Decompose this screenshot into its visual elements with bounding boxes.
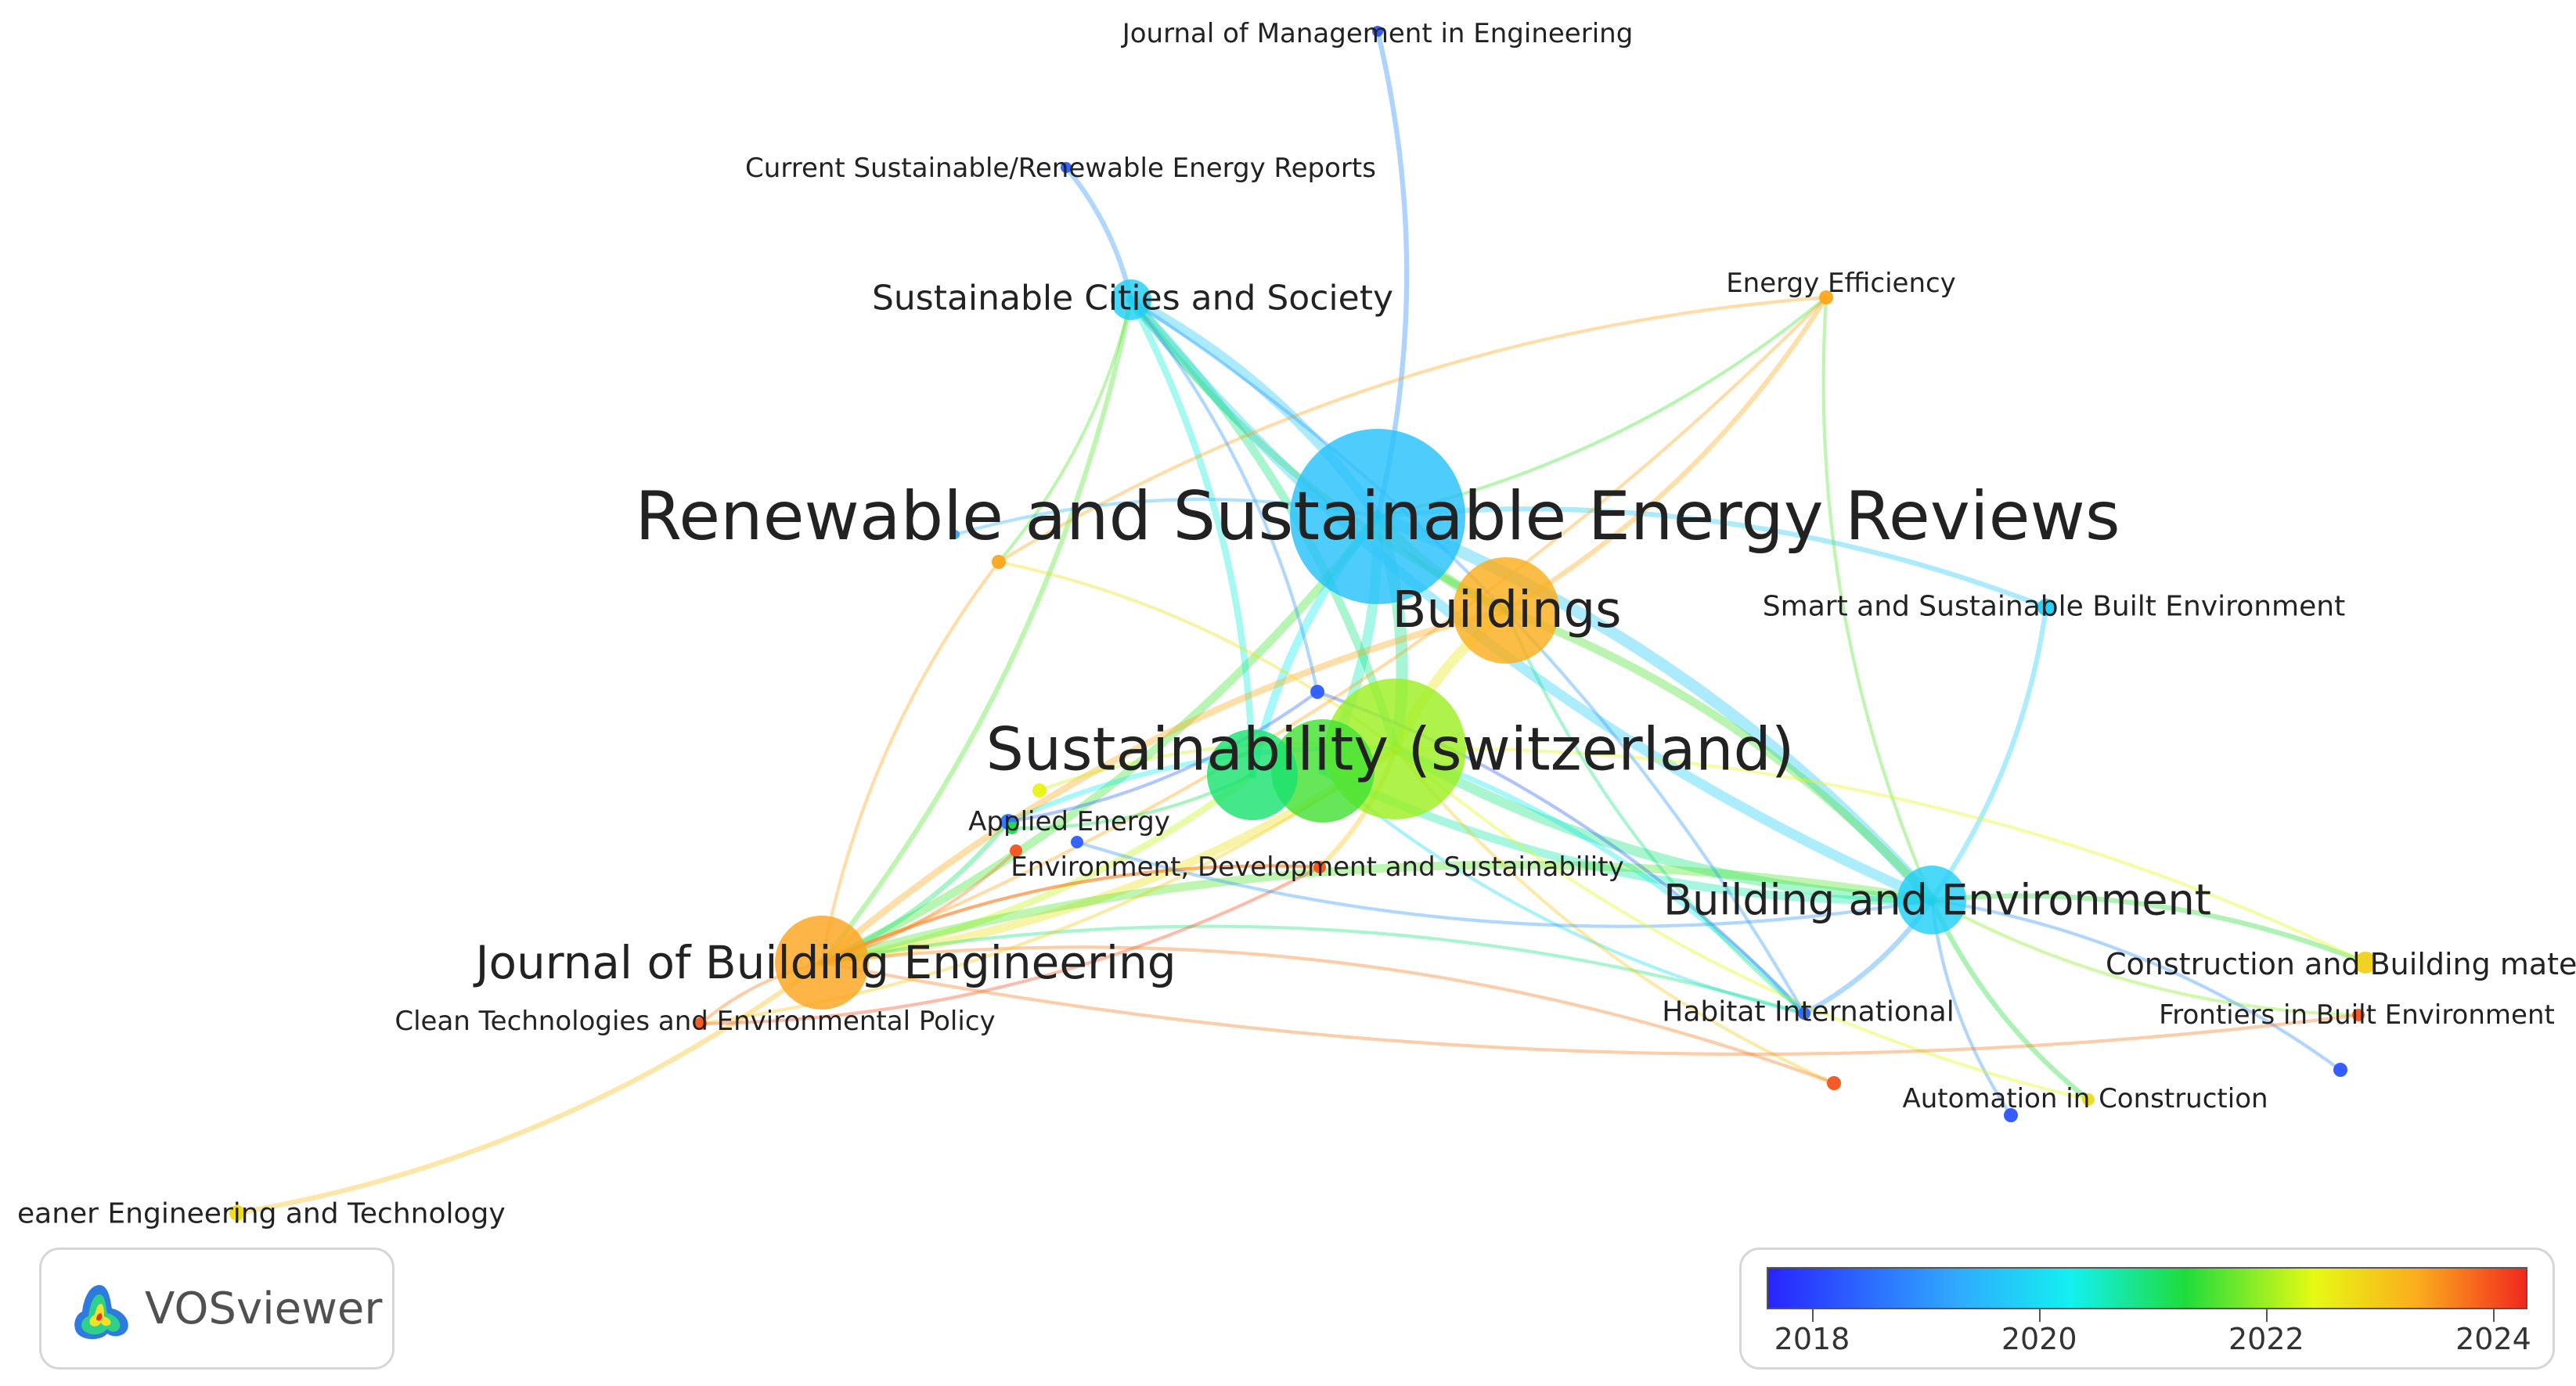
node-n_purple_right[interactable]: [2333, 1063, 2347, 1077]
legend-tick: [1812, 1308, 1814, 1322]
link-buildings-bae: [1501, 606, 1937, 905]
node-label-jme: Journal of Management in Engineering: [1121, 18, 1634, 49]
link-sust-scs: [1126, 295, 1400, 754]
node-n_blue_faint[interactable]: [950, 530, 960, 539]
year-color-legend: 2018 2020 2022 2024: [1739, 1247, 2555, 1370]
network-labels: Renewable and Sustainable Energy Reviews…: [17, 18, 2576, 1230]
link-sust3-jbe: [818, 771, 1256, 967]
node-aic[interactable]: [2082, 1093, 2095, 1106]
node-cet[interactable]: [229, 1205, 245, 1221]
link-sust-bae: [1390, 743, 1937, 905]
node-label-ctep: Clean Technologies and Environmental Pol…: [395, 1006, 995, 1037]
link-hi-sust2: [1320, 769, 1807, 1016]
node-hi[interactable]: [1798, 1007, 1810, 1020]
link-bae-fbe: [1929, 898, 2361, 1017]
node-label-bae: Building and Environment: [1663, 876, 2211, 925]
link-bae-ssbe: [1929, 604, 2049, 903]
link-n_purple_mid-ae: [1006, 689, 1320, 824]
link-buildings-ee: [1503, 294, 1829, 614]
link-ee-jbe: [820, 295, 1828, 965]
network-nodes: [229, 26, 2376, 1221]
legend-tick-label: 2018: [1774, 1322, 1850, 1356]
node-label-hi: Habitat International: [1662, 996, 1954, 1028]
node-label-fbe: Frontiers in Built Environment: [2159, 999, 2555, 1031]
link-aic-sust: [1393, 747, 2091, 1102]
link-jbe-eds: [820, 864, 1322, 965]
link-bae-ee: [1821, 295, 1934, 902]
link-n_orange-jbe: [820, 560, 1001, 965]
node-label-ae: Applied Energy: [968, 806, 1170, 837]
node-label-ee: Energy Efficiency: [1726, 268, 1956, 299]
node-label-csree: Current Sustainable/Renewable Energy Rep…: [745, 153, 1376, 184]
node-n_red_left[interactable]: [1010, 844, 1022, 857]
node-bae[interactable]: [1897, 866, 1966, 934]
node-label-cbm: Construction and Building materi: [2106, 947, 2576, 981]
node-ctep[interactable]: [694, 1017, 707, 1030]
node-csree[interactable]: [1061, 162, 1072, 173]
legend-tick-label: 2020: [2001, 1322, 2077, 1356]
node-label-rser: Renewable and Sustainable Energy Reviews: [635, 477, 2120, 556]
node-label-buildings: Buildings: [1392, 581, 1622, 639]
node-label-eds: Environment, Development and Sustainabil…: [1011, 851, 1623, 883]
link-rser-ssbe: [1374, 506, 2049, 610]
legend-tick: [2493, 1308, 2495, 1322]
node-eds[interactable]: [1313, 861, 1326, 873]
node-jbe[interactable]: [775, 916, 869, 1010]
node-label-sust: Sustainability (switzerland): [986, 715, 1795, 784]
link-n_red_low-jbe: [820, 945, 1836, 1085]
node-ssbe[interactable]: [2037, 599, 2055, 616]
link-bae-cbm: [1929, 893, 2369, 966]
node-n_orange[interactable]: [992, 555, 1006, 569]
node-n_purple_mid[interactable]: [1310, 685, 1324, 699]
node-n_red_low[interactable]: [1827, 1076, 1841, 1090]
link-eds-jbe: [820, 864, 1322, 965]
vosviewer-badge: VOSviewer: [39, 1247, 395, 1370]
link-rser-bae: [1371, 510, 1938, 906]
link-n_red_low-sust: [1393, 747, 1836, 1085]
link-jbe-bae: [817, 860, 1937, 967]
link-ee-n_orange: [996, 295, 1828, 564]
link-jbe-cet: [234, 959, 825, 1216]
legend-tick: [2039, 1308, 2041, 1322]
link-eds-ctep: [698, 865, 1322, 1026]
legend-tick-label: 2024: [2455, 1322, 2531, 1356]
link-bae-n_purple_right: [1929, 898, 2343, 1072]
link-hi-jbe: [820, 924, 1807, 1016]
color-scale-bar: [1767, 1267, 2527, 1309]
node-n_yellow_small[interactable]: [1032, 783, 1047, 797]
node-n_green_small[interactable]: [1006, 822, 1018, 834]
link-buildings-jbe: [818, 607, 1510, 967]
link-fbe-jbe: [820, 960, 2361, 1057]
node-sust3[interactable]: [1207, 729, 1298, 820]
node-sust2[interactable]: [1271, 719, 1374, 823]
node-scs[interactable]: [1111, 279, 1151, 320]
link-jbe-scs: [819, 297, 1134, 966]
node-buildings[interactable]: [1453, 557, 1559, 664]
node-label-cet: eaner Engineering and Technology: [17, 1198, 506, 1230]
node-n_purple_aic[interactable]: [2004, 1108, 2018, 1122]
link-scs-n_orange: [996, 297, 1133, 564]
node-label-jbe: Journal of Building Engineering: [473, 936, 1176, 989]
node-rser[interactable]: [1290, 429, 1465, 604]
link-n_purple_left-bae: [1075, 840, 1934, 928]
node-jme[interactable]: [1372, 26, 1383, 37]
node-label-aic: Automation in Construction: [1902, 1083, 2268, 1114]
brand-name: VOSviewer: [145, 1283, 383, 1334]
link-sust3-scs: [1127, 296, 1256, 779]
link-rser-jbe: [817, 512, 1382, 967]
link-n_purple_mid-scs: [1129, 297, 1320, 694]
vosviewer-logo-icon: [74, 1285, 128, 1340]
node-fbe[interactable]: [2352, 1009, 2365, 1021]
legend-tick: [2266, 1308, 2268, 1322]
node-cbm[interactable]: [2354, 952, 2376, 974]
legend-tick-label: 2022: [2228, 1322, 2304, 1356]
node-n_purple_left[interactable]: [1071, 836, 1083, 848]
link-cbm-sust: [1393, 747, 2368, 965]
node-label-scs: Sustainable Cities and Society: [872, 279, 1393, 319]
node-label-ssbe: Smart and Sustainable Built Environment: [1763, 591, 2345, 623]
node-ee[interactable]: [1819, 290, 1833, 304]
link-buildings-hi: [1504, 608, 1807, 1016]
